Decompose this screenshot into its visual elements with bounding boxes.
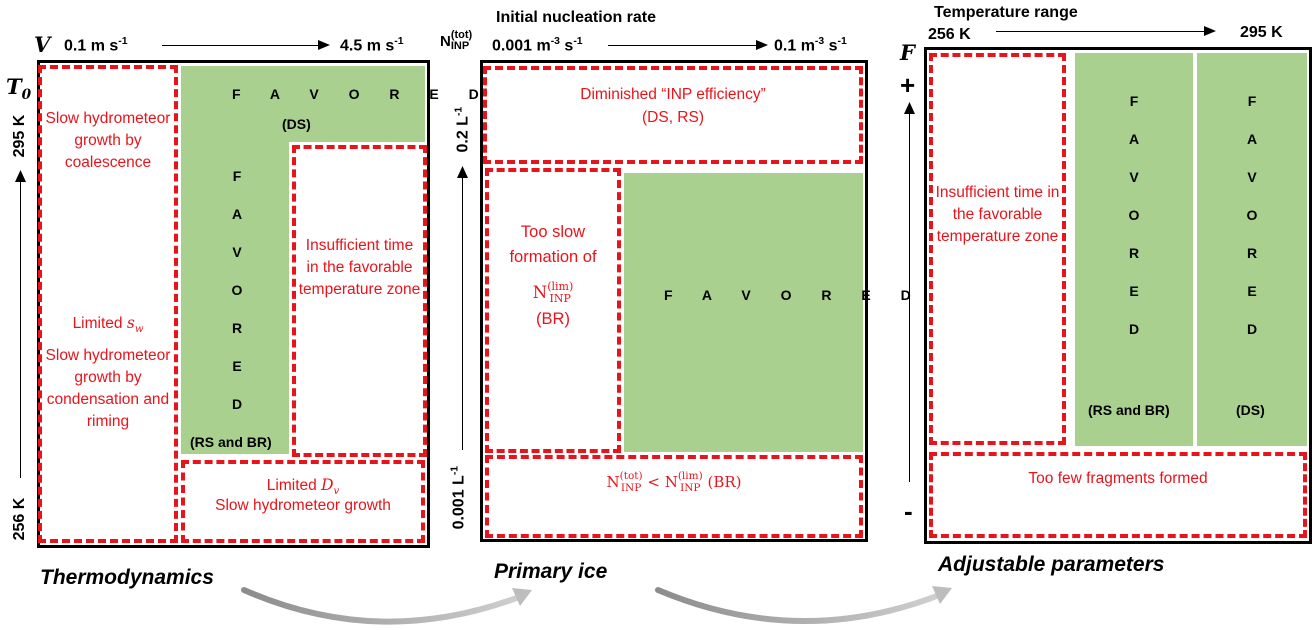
limit-box-too-slow xyxy=(485,168,621,453)
caption-adjustable-parameters: Adjustable parameters xyxy=(938,553,1165,576)
fragment-axis-line xyxy=(909,110,910,482)
limit-box-insufficient-time xyxy=(929,53,1066,445)
inp-conc-min-label: 0.001 L-1 xyxy=(449,465,468,530)
favored-letter: A xyxy=(1128,131,1140,147)
favored-letter: R xyxy=(1128,245,1140,261)
favored-letter: V xyxy=(1247,169,1257,185)
favored-letter: O xyxy=(1128,207,1140,223)
favored-letter: R xyxy=(1246,245,1258,261)
favored-region-rs-br xyxy=(181,142,289,454)
arrow-right-icon xyxy=(1204,26,1216,36)
favored-label-primary-ice: F A V O R E D xyxy=(664,287,924,303)
limit-text-diminished: Diminished “INP efficiency” xyxy=(580,86,766,103)
favored-letter: O xyxy=(1246,207,1258,223)
limit-box-sw xyxy=(38,65,178,543)
favored-letter: E xyxy=(1129,283,1139,299)
temperature-axis-line xyxy=(20,178,21,478)
inp-conc-axis-line xyxy=(462,175,463,450)
temperature-range-header: Temperature range xyxy=(934,4,1078,21)
plus-sign: + xyxy=(900,70,916,100)
inp-conc-max-label: 0.2 L-1 xyxy=(453,106,472,153)
nucleation-max-label: 0.1 m-3 s-1 xyxy=(774,36,847,55)
nucleation-header: Initial nucleation rate xyxy=(496,9,657,26)
favored-note-ds: (DS) xyxy=(1236,402,1265,418)
favored-letter: V xyxy=(232,244,242,260)
favored-letter: E xyxy=(1247,283,1257,299)
temperature-max-label: 295 K xyxy=(11,114,28,158)
favored-region-rs-br-col xyxy=(1075,53,1193,446)
adjustable-frame xyxy=(924,47,1312,544)
arrow-up-icon xyxy=(904,102,915,114)
velocity-symbol: V xyxy=(34,32,51,57)
limit-box-diminished xyxy=(483,66,863,164)
favored-letter: V xyxy=(1129,169,1139,185)
limit-box-insufficient-time xyxy=(292,145,427,457)
favored-region-primary-ice xyxy=(624,173,863,452)
limit-box-dv xyxy=(181,460,425,543)
favored-letter: A xyxy=(1246,131,1258,147)
velocity-max-label: 4.5 m s-1 xyxy=(340,36,404,55)
limit-text-diminished-note: (DS, RS) xyxy=(642,109,704,126)
velocity-axis-line xyxy=(162,45,322,46)
nucleation-axis-line xyxy=(608,45,758,46)
limit-text-sw: Limited sw xyxy=(72,314,144,336)
primary-ice-frame xyxy=(480,60,868,542)
caption-thermodynamics: Thermodynamics xyxy=(40,566,214,589)
favored-letter: F xyxy=(1247,93,1257,109)
limit-text-coalescence: Slow hydrometeor growth by coalescence xyxy=(45,110,171,171)
favored-note-ds: (DS) xyxy=(282,116,311,132)
limit-box-tot-lt-lim xyxy=(485,455,863,538)
favored-letter: F xyxy=(1129,93,1139,109)
nucleation-min-label: 0.001 m-3 s-1 xyxy=(492,36,583,55)
favored-letter: D xyxy=(1128,321,1140,337)
minus-sign: - xyxy=(904,496,913,526)
limit-text-tot-lt-lim: N (tot) INP < N (lim) INP (BR) xyxy=(606,470,742,494)
temperature-symbol: T0 xyxy=(6,74,32,104)
flow-arrow-primary-to-adjustable xyxy=(655,586,952,624)
limit-text-condensation: Slow hydrometeor growth by condensation … xyxy=(45,347,171,430)
limit-box-few-fragments xyxy=(929,452,1307,538)
n-inp-tot-symbol: N (tot) INP xyxy=(440,29,473,52)
limit-text-too-slow-note: (BR) xyxy=(536,310,570,328)
favored-letter: O xyxy=(231,282,243,298)
favored-letter: D xyxy=(231,396,243,412)
temperature-min-label: 256 K xyxy=(11,497,28,541)
flow-arrow-thermo-to-primary xyxy=(241,587,532,625)
favored-letter: R xyxy=(231,320,243,336)
favored-region-ds-col xyxy=(1197,53,1307,446)
limit-text-dv: Limited Dv xyxy=(266,476,340,498)
temp-range-axis-line xyxy=(996,31,1206,32)
favored-letter: F xyxy=(232,168,242,184)
temp-range-max-label: 295 K xyxy=(1240,24,1283,41)
arrow-right-icon xyxy=(318,40,330,50)
caption-primary-ice: Primary ice xyxy=(494,560,608,583)
favored-letter: D xyxy=(1246,321,1258,337)
limit-text-too-slow: Too slow formation of xyxy=(509,223,597,266)
limit-text-n-inp-lim: N (lim) INP xyxy=(532,280,574,305)
limit-text-dv-growth: Slow hydrometeor growth xyxy=(215,497,391,514)
favored-note-rs-br: (RS and BR) xyxy=(190,434,272,450)
temp-range-min-label: 256 K xyxy=(928,26,971,43)
limit-text-insufficient-time: Insufficient time in the favorable tempe… xyxy=(298,237,421,298)
arrow-up-icon xyxy=(15,170,26,182)
arrow-up-icon xyxy=(457,166,468,178)
fragment-param-symbol: F xyxy=(900,40,915,65)
favored-letter: E xyxy=(232,358,242,374)
velocity-min-label: 0.1 m s-1 xyxy=(64,36,128,55)
favored-region-ds xyxy=(181,66,425,142)
favored-note-rs-br: (RS and BR) xyxy=(1088,402,1170,418)
limit-text-few-fragments: Too few fragments formed xyxy=(1028,470,1208,487)
limit-text-insufficient-time: Insufficient time in the favorable tempe… xyxy=(935,184,1060,245)
favored-label-horizontal: F A V O R E D xyxy=(232,86,492,102)
arrow-right-icon xyxy=(756,40,768,50)
favored-letter: A xyxy=(231,206,243,222)
